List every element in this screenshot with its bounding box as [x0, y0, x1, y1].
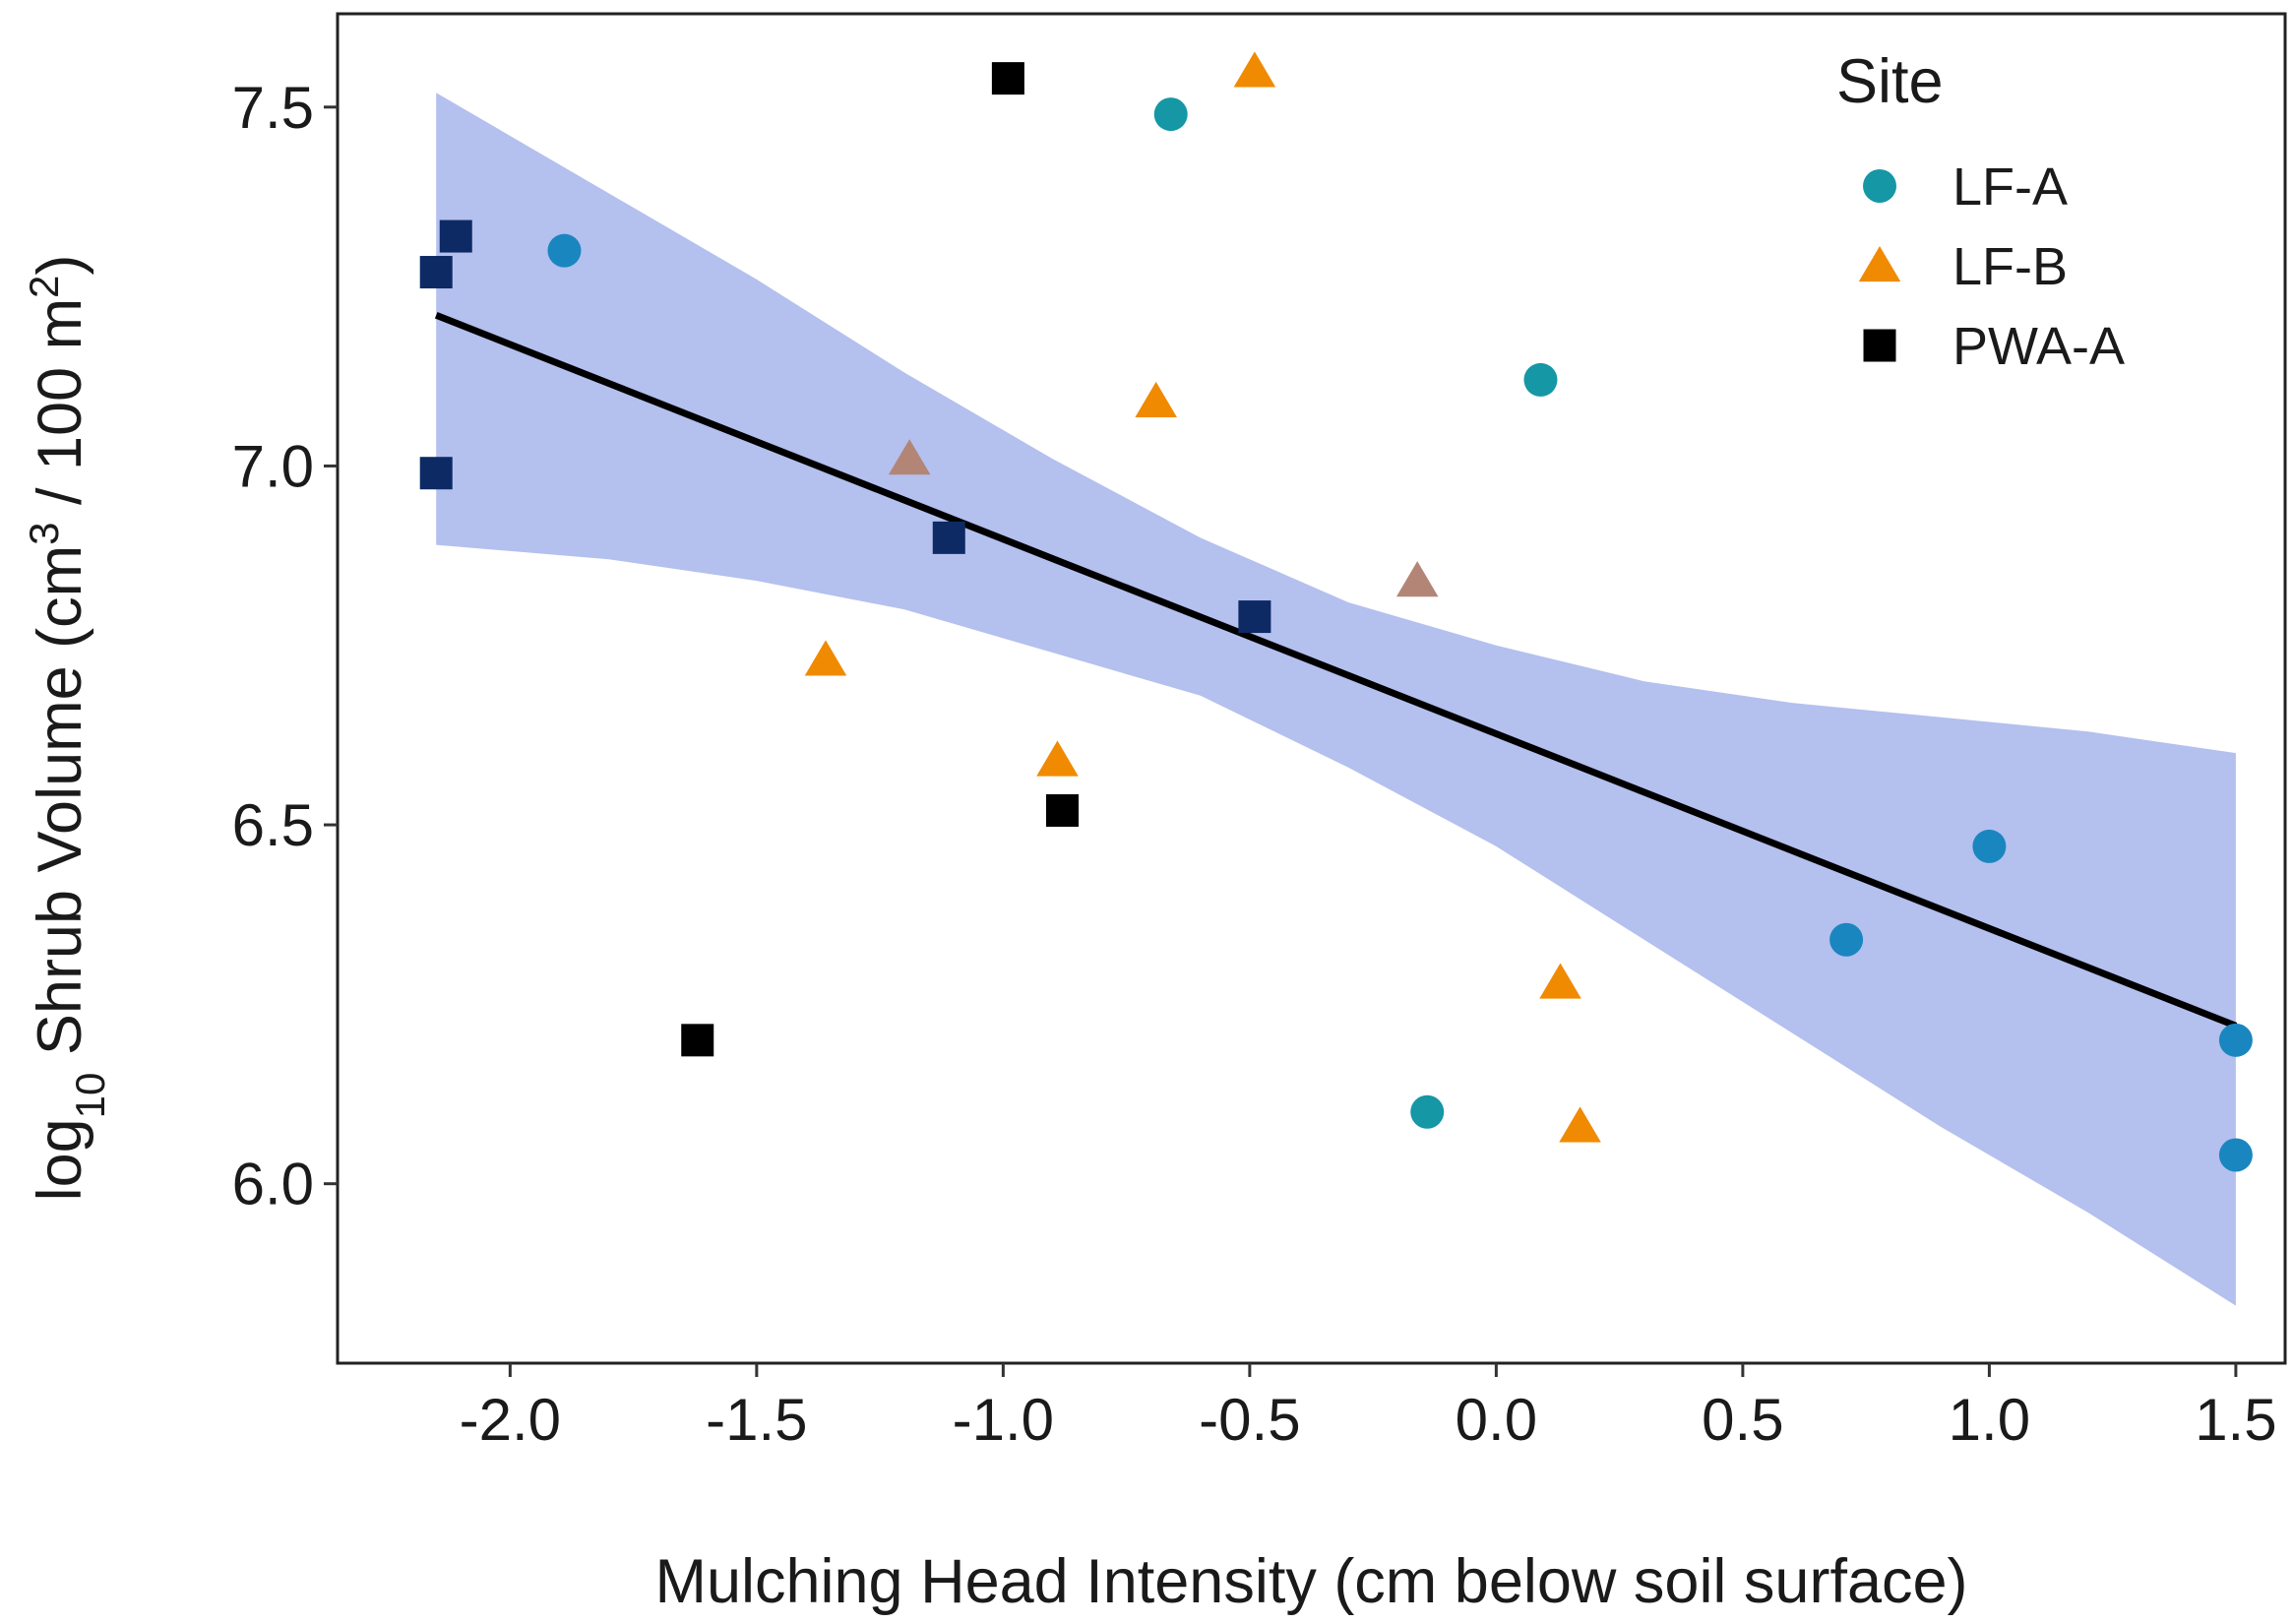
- legend-key-lf-a: [1863, 169, 1896, 203]
- legend-label-lf-a: LF-A: [1952, 157, 2068, 217]
- data-point-pwa-a: [681, 1024, 714, 1057]
- x-tick-label: -2.0: [460, 1387, 561, 1453]
- y-tick-label: 7.5: [232, 75, 314, 141]
- y-axis-title-subscript: 10: [67, 1073, 113, 1119]
- data-point-lf-a: [1523, 362, 1558, 397]
- y-axis-title-superscript-1: 3: [21, 523, 67, 545]
- legend-entries: LF-A LF-B PWA-A: [1858, 157, 2125, 376]
- x-tick-label: -0.5: [1199, 1387, 1300, 1453]
- data-point-lf-b: [1395, 561, 1439, 597]
- x-tick-label: 0.5: [1702, 1387, 1783, 1453]
- x-tick-label: 0.0: [1456, 1387, 1537, 1453]
- data-point-lf-a: [1410, 1094, 1445, 1129]
- x-axis-title: Mulching Head Intensity (cm below soil s…: [654, 1547, 1967, 1616]
- legend-key-pwa-a: [1863, 329, 1896, 362]
- legend-title: Site: [1836, 47, 1944, 116]
- data-point-pwa-a: [419, 256, 453, 289]
- data-point-pwa-a: [1045, 793, 1079, 827]
- data-point-lf-a: [547, 233, 582, 268]
- data-point-lf-a: [2218, 1023, 2253, 1057]
- y-axis-title-suffix: ): [26, 255, 94, 276]
- data-point-pwa-a: [419, 457, 453, 490]
- data-point-lf-b: [1135, 381, 1177, 417]
- x-tick-label: -1.0: [953, 1387, 1054, 1453]
- data-point-lf-a: [1153, 97, 1188, 132]
- data-point-pwa-a: [932, 521, 965, 554]
- regression-line: [434, 312, 2238, 1030]
- data-point-lf-a: [1972, 829, 2007, 863]
- data-point-lf-a: [2218, 1138, 2253, 1172]
- y-axis-title-middle: / 100 m: [26, 298, 94, 523]
- data-points-layer: [419, 51, 2253, 1172]
- y-axis-title-main: Shrub Volume (cm: [26, 545, 94, 1073]
- x-tick-label: 1.0: [1949, 1387, 2030, 1453]
- plot-panel-border: [336, 12, 2287, 1365]
- x-axis: -2.0 -1.5 -1.0 -0.5 0.0 0.5 1.0 1.5: [460, 1363, 2277, 1453]
- data-point-lf-b: [1036, 740, 1079, 777]
- data-point-lf-b: [1233, 51, 1276, 88]
- data-point-pwa-a: [439, 219, 472, 253]
- data-point-pwa-a: [1238, 600, 1271, 634]
- y-tick-label: 6.0: [232, 1152, 314, 1218]
- confidence-band: [436, 93, 2236, 1306]
- confidence-band-layer: [436, 93, 2236, 1306]
- x-tick-label: 1.5: [2195, 1387, 2276, 1453]
- legend-label-lf-b: LF-B: [1952, 237, 2068, 296]
- y-axis-title-prefix: log: [26, 1118, 94, 1201]
- y-axis: 6.0 6.5 7.0 7.5: [232, 75, 338, 1218]
- data-point-lf-b: [804, 640, 847, 676]
- legend-label-pwa-a: PWA-A: [1952, 317, 2125, 376]
- data-point-lf-b: [1559, 1106, 1601, 1143]
- y-axis-title-superscript-2: 2: [21, 276, 67, 298]
- y-axis-title: log10 Shrub Volume (cm3 / 100 m2): [21, 255, 113, 1202]
- data-point-lf-b: [1539, 963, 1581, 999]
- data-point-pwa-a: [991, 62, 1024, 95]
- regression-line-layer: [434, 312, 2238, 1030]
- y-tick-label: 6.5: [232, 792, 314, 858]
- y-tick-label: 7.0: [232, 433, 314, 499]
- legend-key-lf-b: [1858, 246, 1901, 282]
- legend: Site LF-A LF-B PWA-A: [1836, 47, 2125, 376]
- x-tick-label: -1.5: [706, 1387, 807, 1453]
- data-point-lf-b: [888, 439, 931, 475]
- data-point-lf-a: [1829, 922, 1864, 957]
